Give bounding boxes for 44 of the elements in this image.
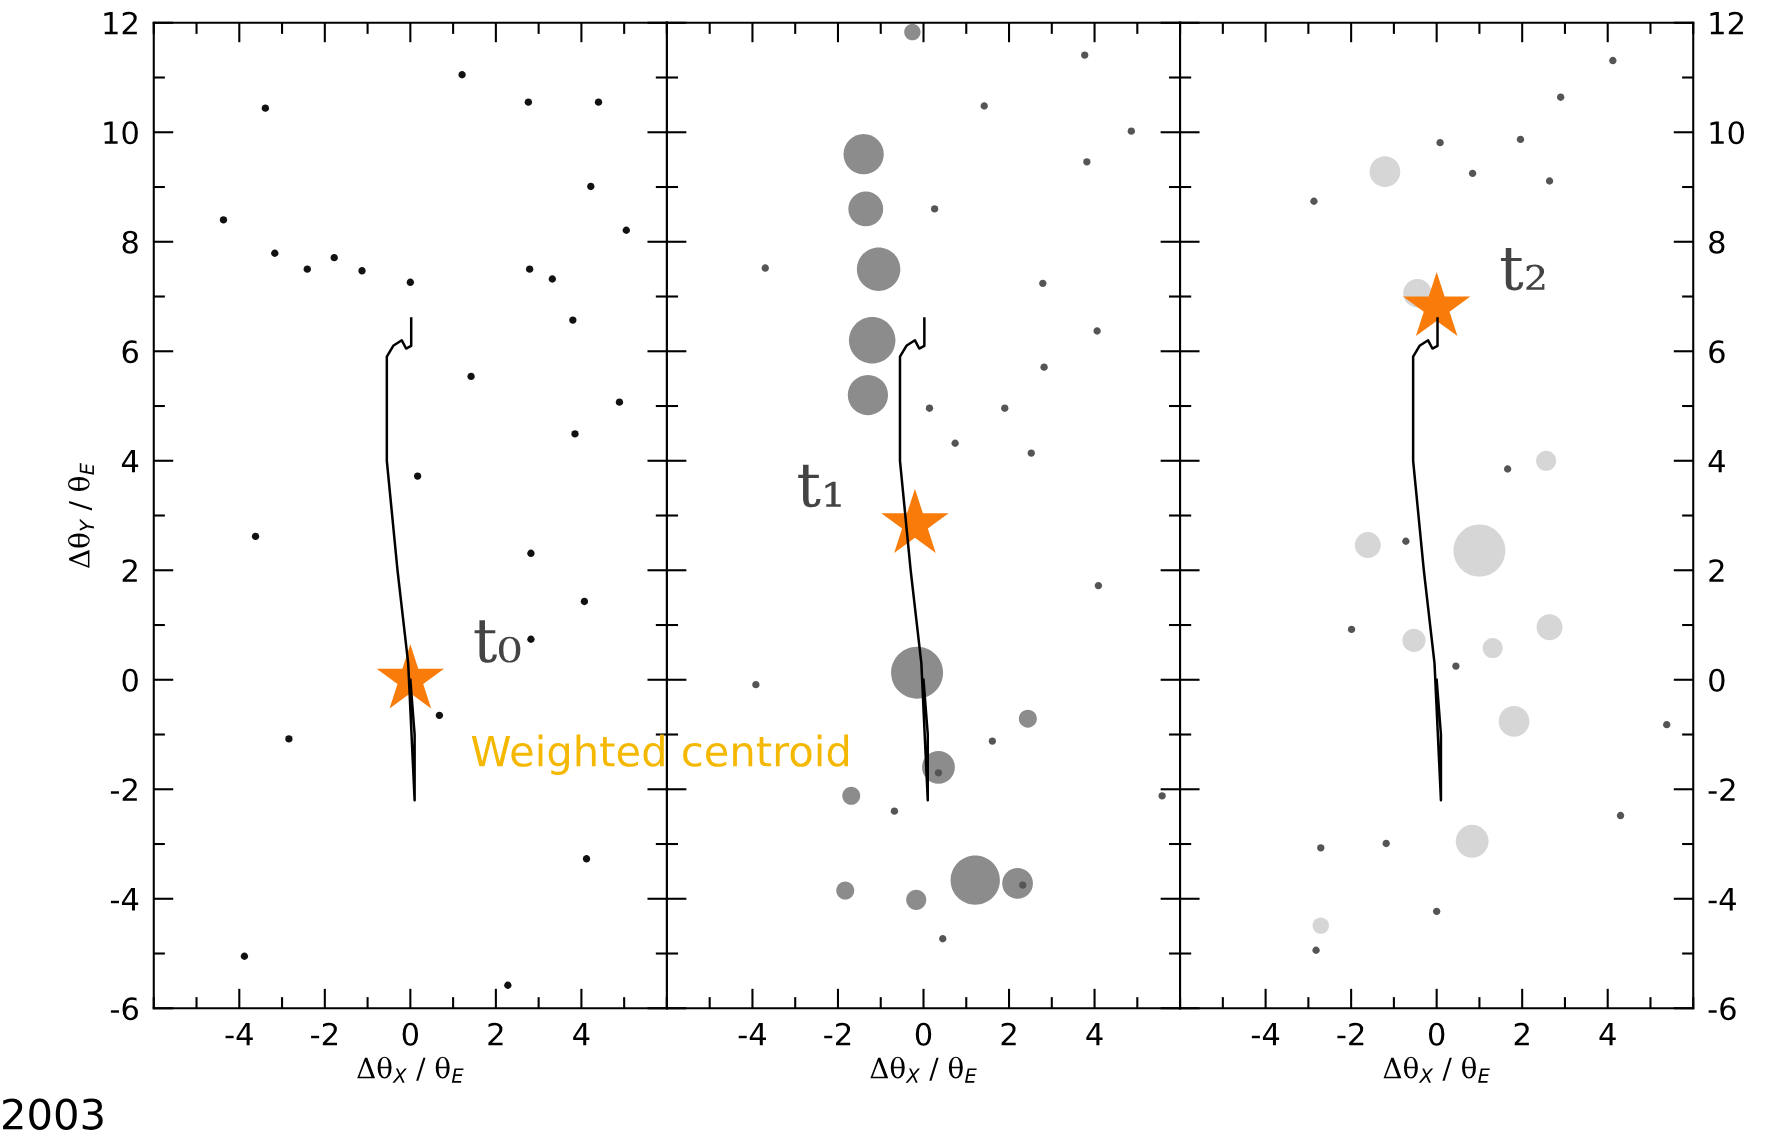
y-tick-label: -4 — [1708, 888, 1736, 911]
x-axis-title: Δθ$_{X}$ / θ$_{E}$ — [357, 1056, 464, 1083]
x-tick-label: 0 — [402, 1022, 419, 1046]
x-tick-label: -2 — [1337, 1022, 1364, 1046]
y-tick-label: 8 — [1709, 230, 1725, 254]
y-tick-label: -2 — [110, 778, 137, 801]
y-tick-label: 10 — [104, 121, 138, 145]
x-axis-title: Δθ$_{X}$ / θ$_{E}$ — [1383, 1056, 1490, 1083]
x-tick-label: 0 — [915, 1022, 932, 1046]
y-tick-label: 4 — [1708, 450, 1725, 473]
y-tick-label: 10 — [1710, 121, 1744, 145]
y-tick-label: -2 — [1708, 778, 1735, 801]
annotation: Weighted centroid — [471, 734, 849, 775]
annotation: t₀ — [474, 620, 521, 663]
y-axis-title: Δθ$_{Y}$ / θ$_{E}$ — [68, 463, 94, 568]
x-tick-label: 2 — [1514, 1022, 1529, 1046]
y-tick-label: 2 — [122, 559, 137, 582]
x-tick-label: -4 — [1251, 1023, 1280, 1046]
x-axis-title: Δθ$_{X}$ / θ$_{E}$ — [870, 1056, 977, 1083]
x-tick-label: -2 — [311, 1022, 337, 1046]
x-tick-label: 0 — [1428, 1022, 1445, 1046]
x-tick-label: 4 — [1599, 1023, 1616, 1046]
y-tick-label: 6 — [122, 340, 138, 364]
y-tick-label: 12 — [104, 11, 137, 35]
annotation: t₂ — [1500, 248, 1545, 291]
x-tick-label: -4 — [225, 1023, 253, 1046]
y-tick-label: 4 — [121, 450, 139, 473]
y-tick-label: -4 — [110, 888, 139, 911]
x-tick-label: 2 — [1001, 1022, 1016, 1046]
y-tick-label: -6 — [110, 997, 138, 1021]
x-tick-label: 4 — [1086, 1023, 1103, 1046]
annotation: t₁ — [798, 464, 841, 508]
y-tick-label: 2 — [1709, 559, 1724, 582]
x-tick-label: 2 — [488, 1022, 503, 1046]
y-tick-label: 0 — [1709, 668, 1725, 692]
text: 2003 — [3, 1098, 103, 1130]
y-tick-label: 0 — [122, 668, 138, 692]
x-tick-label: -2 — [824, 1022, 851, 1046]
y-tick-label: -6 — [1708, 997, 1736, 1021]
x-tick-label: -4 — [738, 1023, 766, 1046]
y-tick-label: 6 — [1709, 340, 1725, 364]
x-tick-label: 4 — [573, 1023, 590, 1046]
y-tick-label: 8 — [122, 230, 138, 254]
y-tick-label: 12 — [1710, 11, 1743, 35]
